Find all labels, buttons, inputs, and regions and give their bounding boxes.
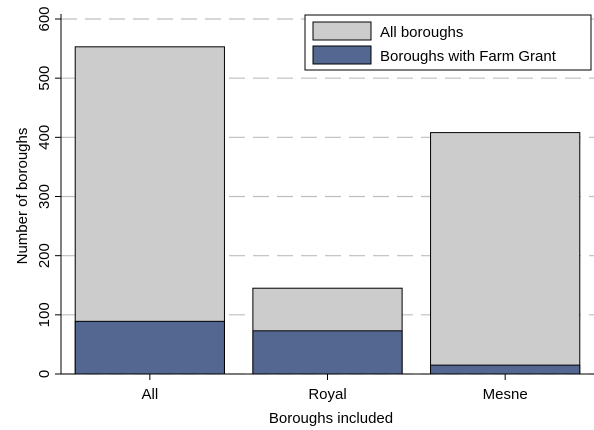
bar-all-boroughs-all [74,46,225,375]
y-tick-label: 500 [36,66,53,91]
x-axis: All Royal Mesne [61,373,594,403]
y-tick-label: 100 [36,302,53,327]
y-tick-label: 0 [36,370,53,378]
x-tick-label: All [141,386,158,403]
y-tick-label: 600 [36,6,53,31]
legend-label-all-boroughs: All boroughs [380,24,463,41]
bar-all-boroughs-mesne [430,132,581,375]
bar-farm-grant-mesne [430,364,581,375]
y-axis-title: Number of boroughs [14,128,31,265]
y-tick-label: 200 [36,243,53,268]
y-tick-label: 400 [36,125,53,150]
legend: All boroughs Boroughs with Farm Grant [304,14,592,71]
y-axis: 0 100 200 300 400 500 600 [36,6,62,378]
legend-swatch-farm-grant [312,45,372,65]
legend-label-farm-grant: Boroughs with Farm Grant [380,48,557,65]
x-tick-label: Royal [308,386,346,403]
bar-farm-grant-royal [252,330,403,375]
x-tick-label: Mesne [483,386,528,403]
y-tick-label: 300 [36,184,53,209]
x-axis-title: Boroughs included [269,410,393,427]
bar-farm-grant-all [74,320,225,375]
legend-swatch-all-boroughs [312,21,372,41]
bars [74,46,581,375]
